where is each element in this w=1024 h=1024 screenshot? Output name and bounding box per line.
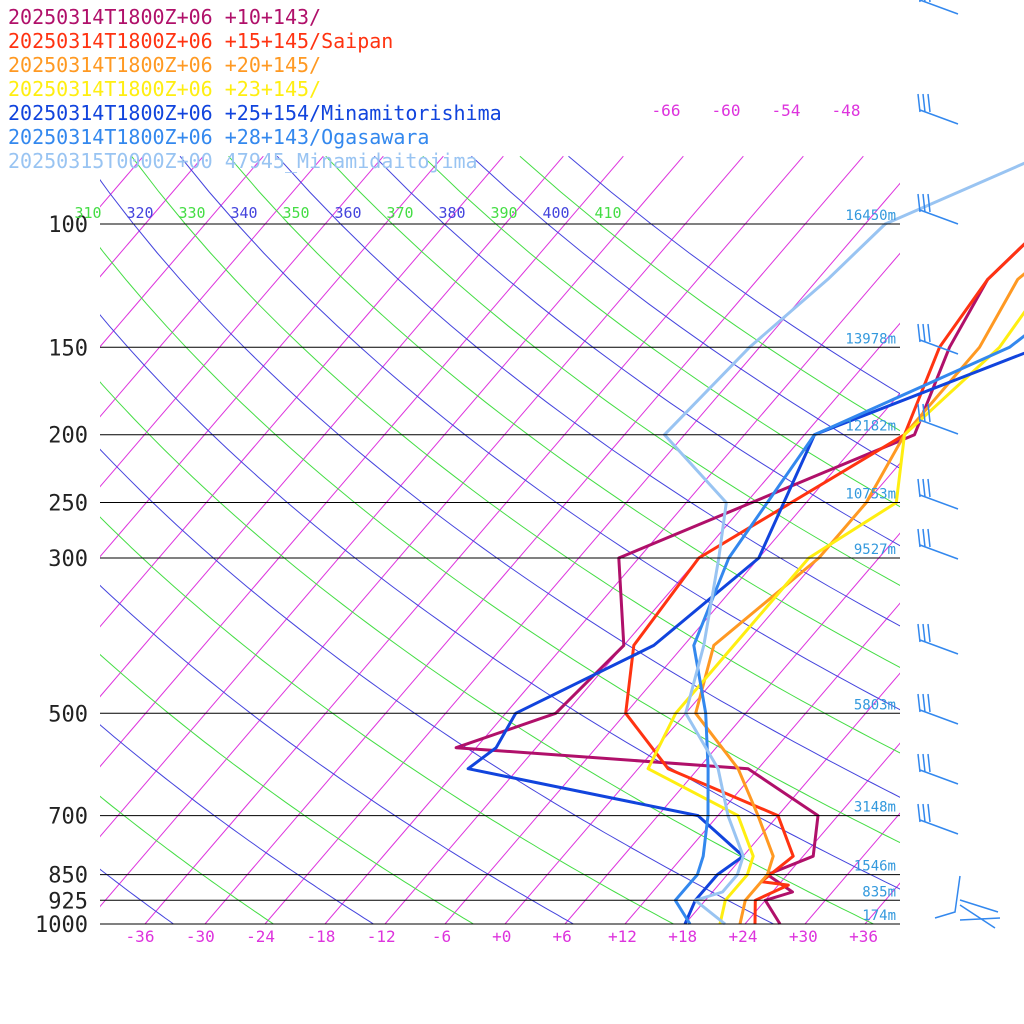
isotherm-line xyxy=(0,156,263,924)
legend-entry-0: 20250314T1800Z+06 +10+143/ xyxy=(8,5,321,29)
wind-barb xyxy=(918,194,958,224)
legend-entry-5: 20250314T1800Z+06 +28+143/Ogasawara xyxy=(8,125,429,149)
wind-barb xyxy=(935,876,1000,928)
theta-curve xyxy=(229,156,1024,924)
wind-barb xyxy=(918,404,958,434)
theta-curve xyxy=(471,156,1024,924)
height-label: 16450m xyxy=(845,208,896,224)
x-tick-label: -36 xyxy=(126,927,155,946)
isotherm-line xyxy=(565,156,1024,924)
pressure-label: 1000 xyxy=(35,913,88,938)
theta-label: 390 xyxy=(490,204,517,222)
x-tick-label: +0 xyxy=(492,927,511,946)
theta-label: 340 xyxy=(230,204,257,222)
pressure-label: 300 xyxy=(48,547,88,572)
theta-curve xyxy=(569,156,1024,924)
pressure-label: 250 xyxy=(48,492,88,517)
theta-curve xyxy=(0,156,974,924)
isotherm-line xyxy=(0,156,623,924)
x-tick-label: +36 xyxy=(849,927,878,946)
isotherm-top-label: -48 xyxy=(832,101,861,120)
theta-label: 370 xyxy=(386,204,413,222)
legend-entry-6: 20250315T0000Z+00 47945_Minamidaitojima xyxy=(8,149,478,173)
legend-entry-3: 20250314T1800Z+06 +23+145/ xyxy=(8,77,321,101)
legend-entry-4: 20250314T1800Z+06 +25+154/Minamitorishim… xyxy=(8,101,502,125)
pressure-label: 700 xyxy=(48,805,88,830)
x-tick-label: +6 xyxy=(552,927,571,946)
theta-label: 410 xyxy=(594,204,621,222)
theta-curve xyxy=(180,156,1024,924)
x-tick-label: +30 xyxy=(789,927,818,946)
legend-entry-2: 20250314T1800Z+06 +20+145/ xyxy=(8,53,321,77)
x-tick-label: -12 xyxy=(367,927,396,946)
theta-label: 380 xyxy=(438,204,465,222)
x-tick-label: +24 xyxy=(729,927,758,946)
isotherm-line xyxy=(0,156,23,924)
wind-barb xyxy=(918,804,958,834)
height-label: 1546m xyxy=(854,859,896,875)
theta-curve xyxy=(0,156,674,924)
isotherm-line xyxy=(85,156,743,924)
isotherm-top-label: -54 xyxy=(772,101,801,120)
wind-barb xyxy=(918,529,958,559)
x-tick-label: -6 xyxy=(432,927,451,946)
theta-label: 350 xyxy=(282,204,309,222)
theta-label: 400 xyxy=(542,204,569,222)
wind-barb xyxy=(918,94,958,124)
wind-barbs xyxy=(918,0,1000,928)
theta-curve xyxy=(0,156,274,924)
height-label: 12182m xyxy=(845,419,896,435)
isotherm-line xyxy=(265,156,923,924)
wind-barb xyxy=(918,754,958,784)
x-tick-label: +12 xyxy=(608,927,637,946)
pressure-label: 200 xyxy=(48,424,88,449)
pressure-label: 500 xyxy=(48,702,88,727)
x-tick-label: +18 xyxy=(668,927,697,946)
isotherm-top-label: -60 xyxy=(712,101,741,120)
isotherm-line xyxy=(445,156,1024,924)
theta-curve xyxy=(520,156,1024,924)
wind-barb xyxy=(918,694,958,724)
height-label: 10753m xyxy=(845,487,896,503)
legend-entry-1: 20250314T1800Z+06 +15+145/Saipan xyxy=(8,29,393,53)
isotherm-top-label: -66 xyxy=(652,101,681,120)
pressure-label: 850 xyxy=(48,864,88,889)
height-label: 174m xyxy=(862,908,896,924)
height-label: 13978m xyxy=(845,331,896,347)
height-label: 835m xyxy=(862,884,896,900)
theta-label: 360 xyxy=(334,204,361,222)
pressure-label: 925 xyxy=(48,889,88,914)
wind-barb xyxy=(918,0,958,14)
x-tick-label: -30 xyxy=(186,927,215,946)
theta-label: 310 xyxy=(74,204,101,222)
wind-barb xyxy=(918,479,958,509)
series-line-6 xyxy=(665,0,1024,924)
height-label: 3148m xyxy=(854,800,896,816)
height-label: 5803m xyxy=(854,697,896,713)
pressure-label: 150 xyxy=(48,336,88,361)
theta-label: 330 xyxy=(178,204,205,222)
wind-barb xyxy=(918,624,958,654)
x-tick-label: -24 xyxy=(246,927,275,946)
height-label: 9527m xyxy=(854,542,896,558)
theta-label: 320 xyxy=(126,204,153,222)
theta-curve xyxy=(277,156,1024,924)
x-tick-label: -18 xyxy=(306,927,335,946)
